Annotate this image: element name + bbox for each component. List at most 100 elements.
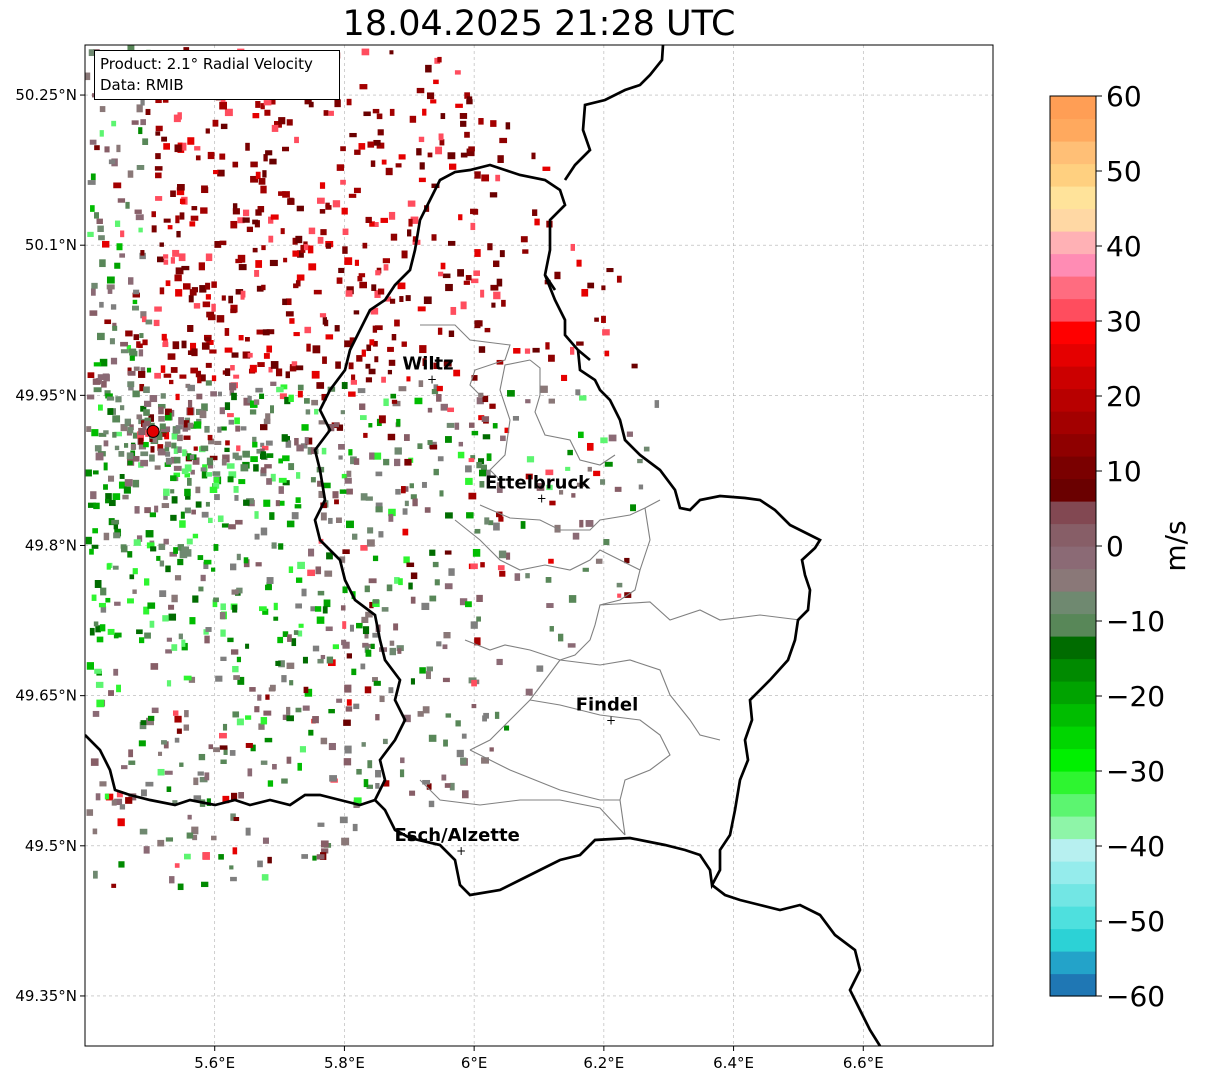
velocity-pixel (454, 422, 460, 430)
velocity-pixel (575, 389, 581, 396)
velocity-pixel (341, 207, 348, 215)
velocity-pixel (458, 441, 464, 447)
velocity-pixel (394, 319, 400, 327)
velocity-pixel (278, 486, 284, 494)
velocity-pixel (179, 520, 186, 528)
velocity-pixel (95, 793, 101, 801)
velocity-pixel (482, 395, 489, 403)
velocity-pixel (158, 751, 163, 756)
velocity-pixel (341, 837, 350, 846)
velocity-pixel (158, 415, 165, 422)
velocity-pixel (387, 369, 393, 375)
velocity-pixel (136, 535, 143, 542)
colorbar-segment (1050, 591, 1096, 615)
velocity-pixel (199, 410, 207, 419)
velocity-pixel (233, 486, 239, 493)
velocity-pixel (464, 92, 470, 99)
velocity-pixel (326, 552, 333, 560)
velocity-pixel (365, 611, 373, 618)
velocity-pixel (298, 623, 304, 628)
velocity-pixel (257, 694, 262, 701)
velocity-pixel (454, 70, 461, 75)
velocity-pixel (197, 376, 202, 384)
velocity-pixel (169, 876, 175, 884)
velocity-pixel (474, 637, 481, 646)
velocity-pixel (254, 533, 260, 540)
velocity-pixel (114, 220, 121, 227)
velocity-pixel (255, 101, 261, 108)
velocity-pixel (319, 182, 326, 189)
velocity-pixel (104, 319, 112, 325)
velocity-pixel (210, 391, 217, 397)
velocity-pixel (154, 166, 163, 171)
velocity-pixel (99, 781, 107, 787)
velocity-pixel (99, 130, 104, 137)
velocity-pixel (144, 420, 150, 427)
velocity-pixel (253, 399, 260, 405)
velocity-pixel (385, 167, 393, 176)
velocity-pixel (300, 244, 306, 253)
velocity-pixel (427, 152, 433, 158)
velocity-pixel (104, 146, 110, 153)
velocity-pixel (385, 296, 392, 302)
velocity-pixel (133, 334, 140, 341)
velocity-pixel (91, 544, 99, 549)
velocity-pixel (143, 441, 149, 448)
colorbar-segment (1050, 973, 1096, 997)
velocity-pixel (471, 680, 477, 687)
velocity-pixel (119, 804, 126, 810)
velocity-pixel (166, 637, 172, 642)
velocity-pixel (190, 342, 197, 351)
velocity-pixel (140, 789, 147, 797)
velocity-pixel (174, 715, 182, 723)
velocity-pixel (112, 431, 117, 438)
velocity-pixel (487, 243, 493, 251)
velocity-pixel (85, 536, 92, 545)
velocity-pixel (410, 572, 418, 580)
velocity-pixel (252, 219, 259, 225)
velocity-pixel (236, 656, 242, 663)
velocity-pixel (577, 431, 584, 439)
velocity-pixel (132, 390, 140, 398)
velocity-pixel (478, 469, 487, 477)
velocity-pixel (187, 384, 195, 392)
velocity-pixel (362, 626, 370, 635)
velocity-pixel (202, 301, 211, 308)
velocity-pixel (389, 50, 394, 55)
velocity-pixel (468, 458, 475, 463)
velocity-pixel (252, 247, 258, 253)
velocity-pixel (211, 303, 216, 312)
velocity-pixel (361, 349, 366, 357)
velocity-pixel (349, 132, 357, 138)
velocity-pixel (616, 275, 622, 283)
velocity-pixel (354, 149, 361, 155)
velocity-pixel (104, 390, 111, 397)
velocity-pixel (373, 139, 381, 146)
velocity-pixel (361, 48, 370, 56)
velocity-pixel (363, 432, 368, 438)
velocity-pixel (484, 327, 491, 333)
velocity-pixel (335, 517, 342, 524)
velocity-pixel (471, 430, 479, 436)
velocity-pixel (536, 665, 544, 672)
velocity-pixel (143, 386, 150, 394)
velocity-pixel (336, 698, 343, 703)
velocity-pixel (125, 797, 133, 804)
velocity-pixel (132, 432, 140, 439)
velocity-pixel (247, 395, 252, 403)
velocity-pixel (391, 334, 397, 341)
velocity-pixel (161, 136, 168, 142)
velocity-pixel (211, 375, 217, 382)
velocity-pixel (422, 108, 427, 116)
velocity-pixel (370, 307, 379, 315)
velocity-pixel (107, 408, 114, 415)
velocity-pixel (323, 482, 331, 489)
axis-ticks: 5.6°E 5.8°E 6°E 6.2°E 6.4°E 6.6°E 49.35°N 49.5°… (15, 86, 883, 1072)
velocity-pixel (160, 393, 166, 399)
velocity-pixel (205, 627, 212, 632)
velocity-pixel (121, 765, 128, 770)
velocity-pixel (163, 254, 169, 259)
velocity-pixel (400, 757, 405, 764)
velocity-pixel (342, 641, 350, 649)
